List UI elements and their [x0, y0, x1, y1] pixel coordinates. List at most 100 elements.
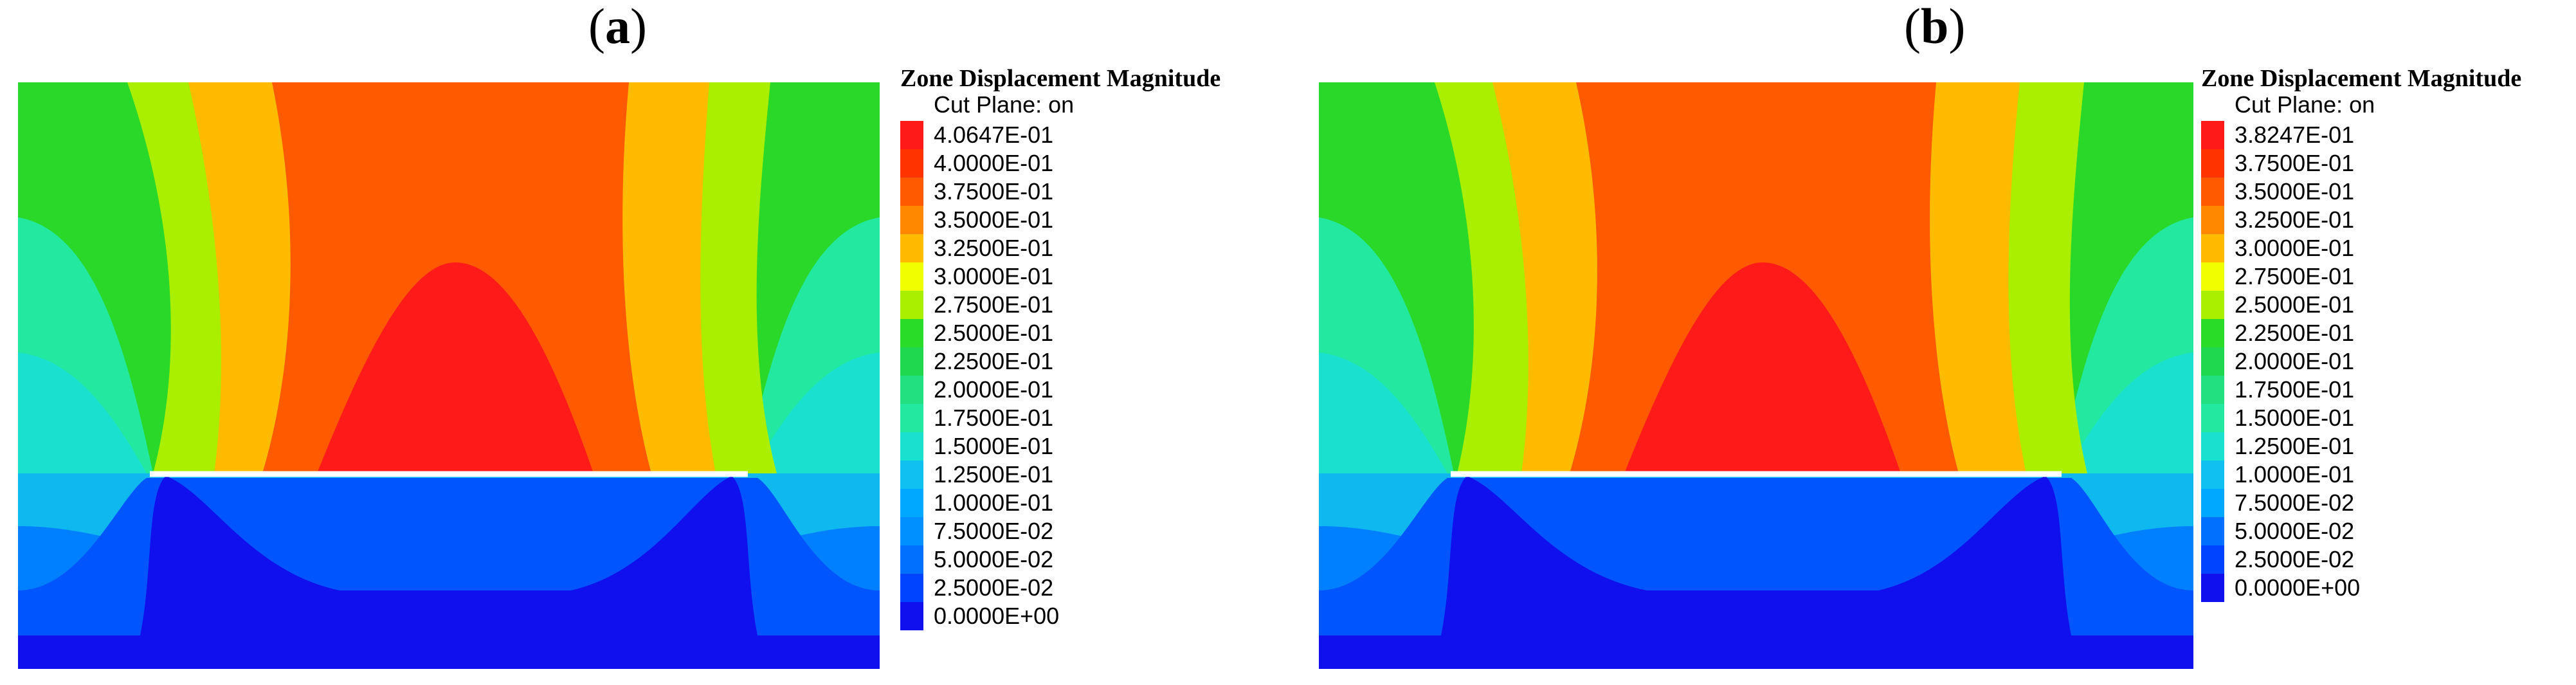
legend-value: 1.5000E-01 — [2235, 405, 2355, 431]
zone-right-cyan — [751, 352, 880, 473]
label-open: ( — [1904, 0, 1921, 54]
legend-swatch — [900, 291, 923, 319]
legend-value: 7.5000E-02 — [934, 518, 1054, 544]
legend-swatch — [900, 602, 923, 630]
legend-swatch — [900, 347, 923, 376]
legend-row: 3.8247E-01 — [2201, 121, 2407, 149]
legend-row: 1.0000E-01 — [900, 489, 1106, 517]
legend-row: 4.0647E-01 — [900, 121, 1106, 149]
legend-swatch — [2201, 461, 2224, 489]
legend-value: 2.0000E-01 — [934, 376, 1054, 403]
legend-swatch — [900, 206, 923, 234]
legend-swatch — [2201, 347, 2224, 376]
legend-value: 1.2500E-01 — [934, 461, 1054, 488]
legend-row: 1.2500E-01 — [2201, 432, 2407, 461]
legend-row: 7.5000E-02 — [2201, 489, 2407, 517]
legend-value: 0.0000E+00 — [934, 603, 1060, 629]
legend-row: 2.7500E-01 — [2201, 262, 2407, 291]
legend-value: 3.7500E-01 — [934, 178, 1054, 205]
legend-value: 1.5000E-01 — [934, 433, 1054, 459]
legend-row: 2.5000E-01 — [900, 319, 1106, 347]
legend-swatch — [900, 178, 923, 206]
legend-row: 2.2500E-01 — [900, 347, 1106, 376]
contour-plot-b — [1319, 82, 2193, 669]
legend-swatch — [900, 489, 923, 517]
legend-swatch — [900, 262, 923, 291]
legend-swatch — [2201, 206, 2224, 234]
legend-swatch — [2201, 489, 2224, 517]
legend-swatch — [2201, 262, 2224, 291]
legend-row: 1.7500E-01 — [900, 404, 1106, 432]
legend-value: 2.5000E-02 — [934, 574, 1054, 601]
legend-value: 5.0000E-02 — [934, 546, 1054, 572]
zone-left-cyan — [1319, 352, 1447, 473]
legend-value: 5.0000E-02 — [2235, 518, 2355, 544]
label-open: ( — [588, 0, 605, 54]
legend-swatch — [900, 121, 923, 149]
zone-deep-blue — [18, 476, 880, 669]
legend-value: 3.5000E-01 — [934, 206, 1054, 233]
legend-value: 1.2500E-01 — [2235, 433, 2355, 459]
legend-row: 1.7500E-01 — [2201, 376, 2407, 404]
label-letter: a — [604, 0, 630, 54]
legend-value: 1.0000E-01 — [934, 489, 1054, 516]
panel-label-a: (a) — [588, 0, 647, 55]
zone-left-cyan — [18, 352, 147, 473]
label-close: ) — [1948, 0, 1966, 54]
legend-swatch — [900, 404, 923, 432]
legend-swatch — [2201, 234, 2224, 262]
zone-right-cyan — [2065, 352, 2193, 473]
legend-row: 3.0000E-01 — [2201, 234, 2407, 262]
legend-swatch — [900, 545, 923, 574]
legend-value: 1.0000E-01 — [2235, 461, 2355, 488]
legend-value: 2.5000E-01 — [2235, 291, 2355, 318]
legend-swatch — [900, 432, 923, 461]
legend-swatch — [2201, 404, 2224, 432]
legend-row: 1.2500E-01 — [900, 461, 1106, 489]
legend-value: 2.2500E-01 — [934, 348, 1054, 374]
legend-row: 5.0000E-02 — [900, 545, 1106, 574]
legend-value: 2.7500E-01 — [934, 291, 1054, 318]
legend-swatch — [900, 149, 923, 178]
legend-value: 2.5000E-02 — [2235, 546, 2355, 572]
legend-value: 2.5000E-01 — [934, 320, 1054, 346]
legend-row: 2.0000E-01 — [900, 376, 1106, 404]
legend-value: 2.2500E-01 — [2235, 320, 2355, 346]
legend-value: 3.5000E-01 — [2235, 178, 2355, 205]
legend-value: 7.5000E-02 — [2235, 489, 2355, 516]
legend-subtitle: Cut Plane: on — [2235, 91, 2375, 118]
panel-label-b: (b) — [1904, 0, 1965, 55]
legend-value: 4.0000E-01 — [934, 150, 1054, 176]
legend-value: 3.8247E-01 — [2235, 122, 2355, 148]
legend-swatch — [2201, 319, 2224, 347]
legend-value: 4.0647E-01 — [934, 122, 1054, 148]
legend-value: 3.7500E-01 — [2235, 150, 2355, 176]
legend-row: 3.7500E-01 — [900, 178, 1106, 206]
legend-swatch — [900, 574, 923, 602]
legend-row: 5.0000E-02 — [2201, 517, 2407, 545]
legend-swatch — [2201, 376, 2224, 404]
legend-value: 2.0000E-01 — [2235, 348, 2355, 374]
legend-value: 0.0000E+00 — [2235, 574, 2361, 601]
panel-a: (a) Zone Displacement Magnitude Cut Plan… — [18, 0, 1220, 669]
legend-swatch — [900, 376, 923, 404]
legend-swatch — [900, 461, 923, 489]
legend-subtitle: Cut Plane: on — [934, 91, 1075, 118]
contour-plot-a — [18, 82, 880, 669]
legend-swatch — [2201, 545, 2224, 574]
legend-value: 3.0000E-01 — [934, 263, 1054, 289]
legend-value: 1.7500E-01 — [2235, 376, 2355, 403]
legend-row: 4.0000E-01 — [900, 149, 1106, 178]
legend-swatch — [2201, 149, 2224, 178]
legend-row: 3.7500E-01 — [2201, 149, 2407, 178]
legend-row: 3.5000E-01 — [900, 206, 1106, 234]
legend-row: 2.7500E-01 — [900, 291, 1106, 319]
legend-row: 3.2500E-01 — [900, 234, 1106, 262]
legend-swatch — [2201, 517, 2224, 545]
legend-swatch — [2201, 178, 2224, 206]
label-close: ) — [630, 0, 647, 54]
legend-value: 3.2500E-01 — [934, 235, 1054, 261]
legend-row: 1.0000E-01 — [2201, 461, 2407, 489]
zone-deep-blue — [1319, 476, 2193, 669]
legend-row: 1.5000E-01 — [2201, 404, 2407, 432]
